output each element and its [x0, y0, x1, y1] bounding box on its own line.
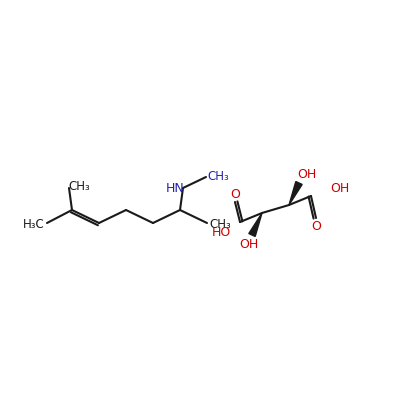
Text: CH₃: CH₃ — [207, 170, 229, 182]
Text: HO: HO — [211, 226, 231, 238]
Text: HN: HN — [166, 182, 184, 196]
Polygon shape — [289, 182, 302, 205]
Text: CH₃: CH₃ — [68, 180, 90, 194]
Text: OH: OH — [239, 238, 259, 252]
Text: OH: OH — [330, 182, 349, 196]
Text: OH: OH — [297, 168, 317, 182]
Text: O: O — [311, 220, 321, 234]
Text: O: O — [230, 188, 240, 200]
Text: H₃C: H₃C — [23, 218, 45, 230]
Text: CH₃: CH₃ — [209, 218, 231, 230]
Polygon shape — [249, 213, 262, 236]
